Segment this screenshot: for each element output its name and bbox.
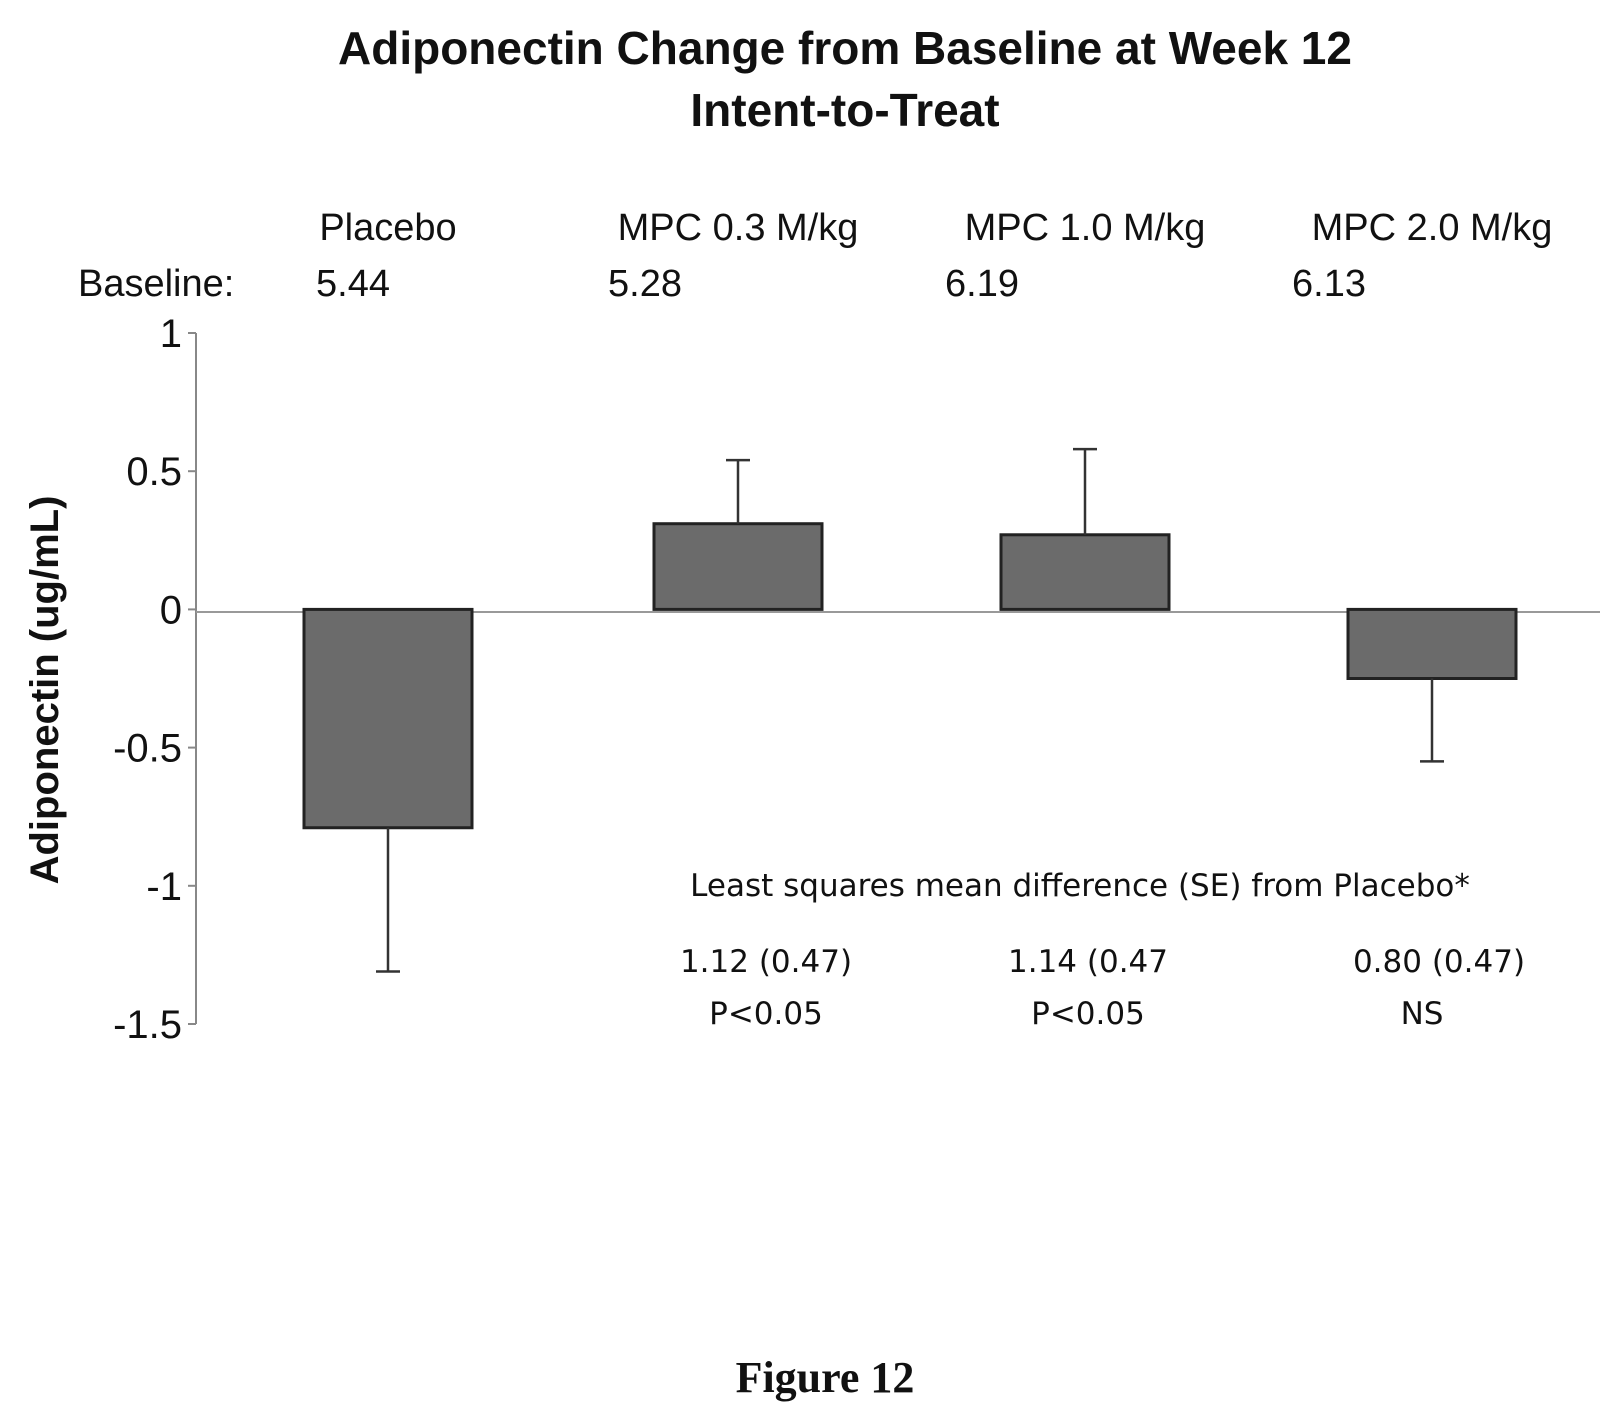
bar xyxy=(1346,607,1518,681)
y-tick-label: 0 xyxy=(160,588,182,632)
category-label-mpc-0-3: MPC 0.3 M/kg xyxy=(618,207,859,249)
bar xyxy=(302,607,474,830)
baseline-value-mpc-2-0: 6.13 xyxy=(1292,263,1366,305)
category-label-mpc-2-0: MPC 2.0 M/kg xyxy=(1312,207,1553,249)
chart-subtitle: Intent-to-Treat xyxy=(690,84,999,136)
figure-caption: Figure 12 xyxy=(736,1353,915,1402)
annotation-p-mpc-1-0: P<0.05 xyxy=(1031,996,1145,1032)
error-bars xyxy=(376,447,1444,973)
category-label-placebo: Placebo xyxy=(319,207,456,249)
annotation-p-mpc-2-0: NS xyxy=(1401,996,1444,1032)
annotation-diff-mpc-2-0: 0.80 (0.47) xyxy=(1353,944,1525,980)
y-axis-label: Adiponectin (ug/mL) xyxy=(23,496,67,885)
annotation-diff-mpc-1-0: 1.14 (0.47 xyxy=(1008,944,1168,980)
baseline-value-placebo: 5.44 xyxy=(316,263,390,305)
y-tick-label: -0.5 xyxy=(113,727,182,771)
y-tick-label: 0.5 xyxy=(126,450,182,494)
annotation-diff-mpc-0-3: 1.12 (0.47) xyxy=(680,944,852,980)
baseline-label: Baseline: xyxy=(78,263,234,305)
bar xyxy=(652,522,824,611)
category-label-mpc-1-0: MPC 1.0 M/kg xyxy=(965,207,1206,249)
annotation-heading: Least squares mean difference (SE) from … xyxy=(690,868,1470,904)
bars xyxy=(302,522,1518,830)
chart-title: Adiponectin Change from Baseline at Week… xyxy=(338,22,1352,74)
y-tick-label: 1 xyxy=(160,312,182,356)
bar xyxy=(999,533,1171,611)
y-tick-label: -1.5 xyxy=(113,1003,182,1047)
y-axis-ticks: 1 0.5 0 -0.5 -1 -1.5 xyxy=(113,312,196,1047)
baseline-value-mpc-1-0: 6.19 xyxy=(945,263,1019,305)
annotation-p-mpc-0-3: P<0.05 xyxy=(709,996,823,1032)
y-tick-label: -1 xyxy=(146,865,182,909)
baseline-value-mpc-0-3: 5.28 xyxy=(608,263,682,305)
